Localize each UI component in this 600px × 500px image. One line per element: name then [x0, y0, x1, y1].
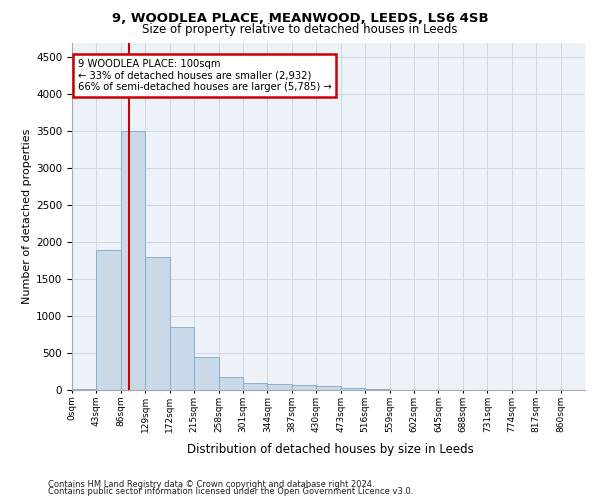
Bar: [243, 382, 268, 390]
Bar: [268, 384, 292, 390]
Text: Contains HM Land Registry data © Crown copyright and database right 2024.: Contains HM Land Registry data © Crown c…: [48, 480, 374, 489]
Bar: [121, 131, 145, 390]
Text: Contains public sector information licensed under the Open Government Licence v3: Contains public sector information licen…: [48, 487, 413, 496]
Bar: [145, 257, 170, 390]
Bar: [97, 250, 121, 390]
Bar: [316, 386, 341, 390]
Text: Size of property relative to detached houses in Leeds: Size of property relative to detached ho…: [142, 22, 458, 36]
Bar: [194, 356, 218, 390]
Text: Distribution of detached houses by size in Leeds: Distribution of detached houses by size …: [187, 442, 473, 456]
Bar: [170, 327, 194, 390]
Bar: [292, 385, 316, 390]
Text: 9, WOODLEA PLACE, MEANWOOD, LEEDS, LS6 4SB: 9, WOODLEA PLACE, MEANWOOD, LEEDS, LS6 4…: [112, 12, 488, 26]
Y-axis label: Number of detached properties: Number of detached properties: [22, 128, 32, 304]
Bar: [72, 388, 97, 390]
Bar: [341, 388, 365, 390]
Text: 9 WOODLEA PLACE: 100sqm
← 33% of detached houses are smaller (2,932)
66% of semi: 9 WOODLEA PLACE: 100sqm ← 33% of detache…: [77, 59, 331, 92]
Bar: [218, 377, 243, 390]
